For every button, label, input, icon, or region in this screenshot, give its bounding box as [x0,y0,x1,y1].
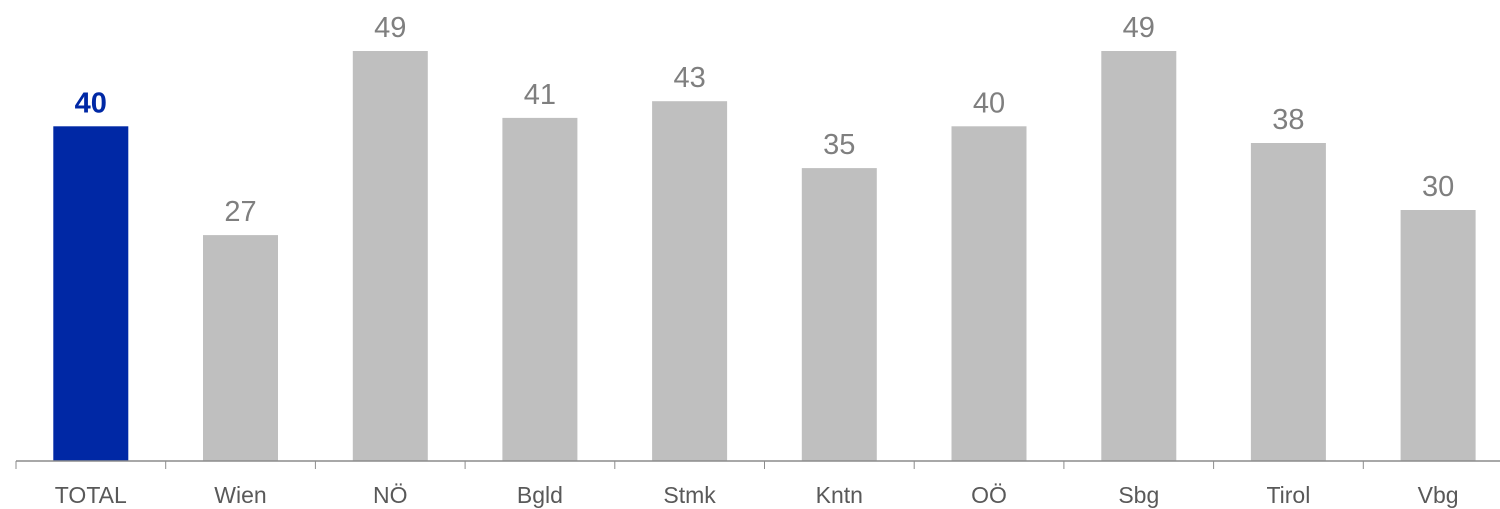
category-label-no: NÖ [373,482,408,508]
category-label-total: TOTAL [55,482,127,508]
bar-vbg [1400,210,1476,461]
bars-group [53,51,1476,462]
bar-kntn [801,168,877,461]
bar-oo [951,126,1027,462]
value-label-sbg: 49 [1123,12,1155,44]
value-label-wien: 27 [224,196,256,228]
category-label-tirol: Tirol [1266,482,1310,508]
bar-no [352,51,428,461]
x-axis-ticks [15,461,1364,469]
bar-total [53,126,129,462]
bar-bgld [502,117,578,462]
value-label-total: 40 [75,87,107,119]
category-label-stmk: Stmk [663,482,716,508]
category-label-wien: Wien [214,482,266,508]
category-label-oo: OÖ [971,482,1007,508]
value-label-tirol: 38 [1272,104,1304,136]
bar-tirol [1250,143,1326,461]
category-label-bgld: Bgld [517,482,563,508]
bar-sbg [1101,51,1177,461]
value-label-no: 49 [374,12,406,44]
category-label-sbg: Sbg [1118,482,1159,508]
bar-stmk [652,101,728,461]
category-label-kntn: Kntn [816,482,863,508]
value-label-oo: 40 [973,87,1005,119]
category-labels-group: TOTAL Wien NÖ Bgld Stmk Kntn OÖ Sbg Tirol Vbg [55,482,1459,508]
bar-wien [203,235,278,461]
value-label-bgld: 41 [524,79,556,111]
category-label-vbg: Vbg [1418,482,1459,508]
value-labels-group: 40 27 49 41 43 35 40 49 38 30 [75,12,1455,228]
value-label-kntn: 35 [823,129,855,161]
value-label-stmk: 43 [673,62,705,94]
value-label-vbg: 30 [1422,171,1454,203]
